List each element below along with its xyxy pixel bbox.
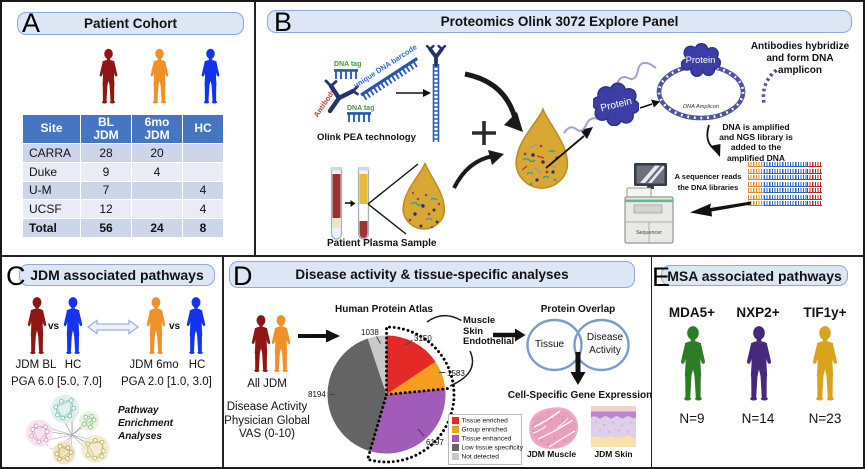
svg-text:DNA Amplicon: DNA Amplicon (683, 104, 719, 110)
svg-text:Protein: Protein (686, 54, 716, 65)
svg-text:Sequencer: Sequencer (636, 230, 662, 236)
